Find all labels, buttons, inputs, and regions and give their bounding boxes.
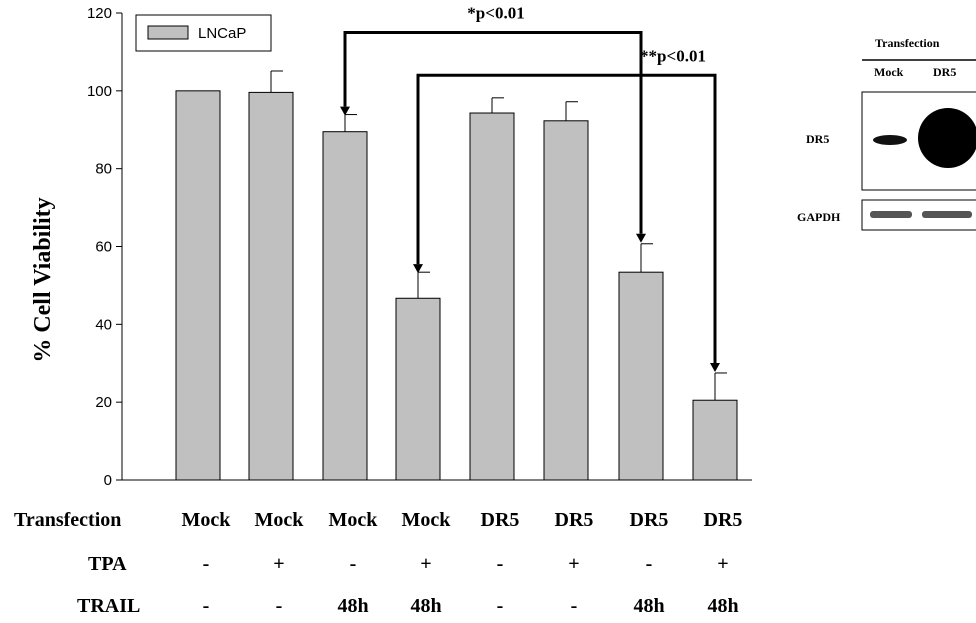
western-blot: Transfection Mock DR5 DR5 GAPDH [797, 36, 976, 231]
blot-header: Transfection [875, 36, 940, 50]
condition-table: Transfection TPA TRAIL Mock - - Mock + - Mock -… [14, 509, 742, 617]
bar [618, 271, 664, 481]
y-tick-label: 60 [95, 239, 112, 256]
bar [543, 120, 589, 481]
condition-transfection: DR5 [630, 509, 669, 531]
bar [395, 297, 441, 481]
bracket-arrowhead [710, 362, 720, 372]
significance-label-2: **p<0.01 [640, 46, 706, 65]
legend-swatch [147, 25, 189, 40]
blot-row-gapdh: GAPDH [797, 210, 841, 224]
y-tick-label: 120 [87, 5, 112, 22]
y-tick-label: 100 [87, 83, 112, 100]
blot-lane-dr5: DR5 [933, 65, 956, 79]
bracket-arrowhead [340, 106, 350, 116]
condition-trail: 48h [707, 595, 738, 617]
blot-band-dr5-gapdh [922, 211, 972, 218]
condition-transfection: Mock [255, 509, 305, 531]
condition-tpa: + [420, 553, 431, 575]
significance-bracket-1 [343, 30, 643, 234]
condition-trail: - [497, 595, 504, 617]
condition-transfection: DR5 [481, 509, 520, 531]
condition-tpa: + [273, 553, 284, 575]
significance-bracket-2 [416, 73, 717, 363]
row-label-tpa: TPA [88, 553, 127, 575]
condition-trail: - [571, 595, 578, 617]
bracket-arrowhead [413, 264, 423, 274]
condition-trail: - [276, 595, 283, 617]
blot-row-dr5: DR5 [806, 132, 829, 146]
condition-tpa: - [203, 553, 210, 575]
legend-label-lncap: LNCaP [198, 25, 246, 42]
blot-band-mock-gapdh [870, 211, 912, 218]
blot-lane-mock: Mock [874, 65, 904, 79]
condition-transfection: DR5 [704, 509, 743, 531]
bar [692, 399, 738, 481]
condition-transfection: DR5 [555, 509, 594, 531]
significance-label-1: *p<0.01 [467, 3, 524, 22]
bar-chart: 0 20 40 60 80 100 120 *p<0.01 **p<0.01 [87, 3, 752, 489]
condition-transfection: Mock [402, 509, 452, 531]
row-label-transfection: Transfection [14, 509, 121, 531]
row-label-trail: TRAIL [77, 595, 140, 617]
condition-trail: 48h [633, 595, 664, 617]
y-tick-label: 80 [95, 161, 112, 178]
legend: LNCaP [135, 14, 272, 52]
condition-tpa: - [350, 553, 357, 575]
blot-band-dr5-dr5 [918, 108, 976, 168]
bracket-arrowhead [636, 233, 646, 243]
bar [469, 112, 515, 481]
condition-tpa: + [717, 553, 728, 575]
condition-transfection: Mock [329, 509, 379, 531]
condition-tpa: - [646, 553, 653, 575]
legend-box [135, 14, 272, 52]
blot-band-mock-dr5 [873, 135, 907, 145]
y-tick-label: 20 [95, 394, 112, 411]
y-tick-label: 0 [104, 472, 112, 489]
condition-trail: 48h [337, 595, 368, 617]
bar [175, 90, 221, 481]
y-axis-label: % Cell Viability [30, 197, 56, 362]
bar [248, 91, 294, 481]
y-tick-label: 40 [95, 316, 112, 333]
condition-trail: 48h [410, 595, 441, 617]
condition-trail: - [203, 595, 210, 617]
condition-transfection: Mock [182, 509, 232, 531]
bar [322, 131, 368, 481]
condition-tpa: + [568, 553, 579, 575]
condition-tpa: - [497, 553, 504, 575]
